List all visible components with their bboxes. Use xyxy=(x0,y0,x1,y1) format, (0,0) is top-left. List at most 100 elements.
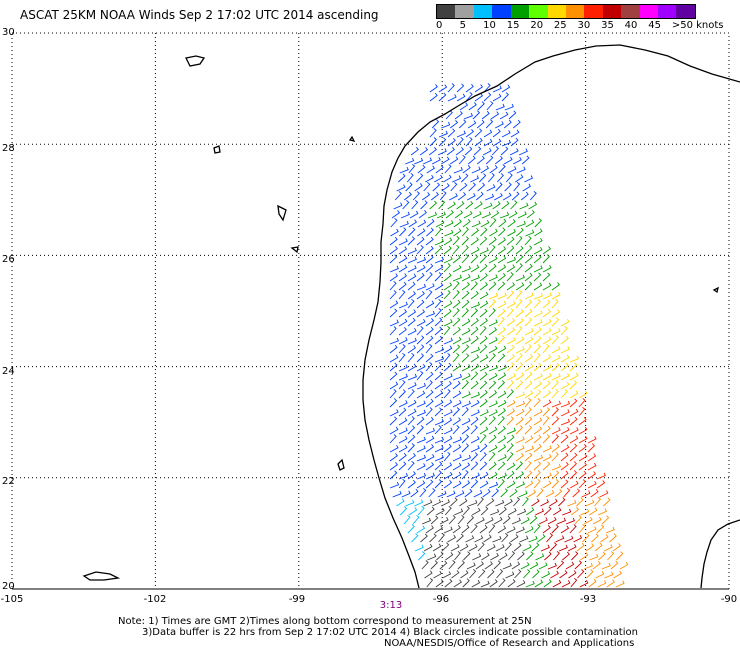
wind-barb xyxy=(578,435,588,444)
wind-barb xyxy=(467,120,477,129)
wind-barb xyxy=(399,220,409,228)
wind-speed-colorbar xyxy=(436,4,696,19)
wind-barb xyxy=(477,542,485,552)
wind-barb xyxy=(478,173,487,183)
wind-barb xyxy=(418,551,426,561)
wind-barb xyxy=(425,236,434,246)
wind-barb xyxy=(543,506,552,516)
wind-barb xyxy=(517,211,527,219)
wind-barb xyxy=(452,417,462,426)
wind-barb xyxy=(425,318,434,327)
wind-barb xyxy=(588,578,597,588)
wind-barb xyxy=(410,147,419,156)
wind-barb xyxy=(462,226,469,237)
wind-barb xyxy=(524,371,533,381)
wind-barb xyxy=(497,416,505,426)
wind-barb xyxy=(529,191,537,201)
wind-barb xyxy=(522,544,532,552)
wind-barb xyxy=(416,326,424,336)
wind-barb xyxy=(518,148,528,156)
wind-barb xyxy=(551,282,560,291)
wind-barb xyxy=(389,246,398,255)
wind-barb xyxy=(389,354,399,363)
wind-barb xyxy=(509,148,519,156)
wind-barb xyxy=(488,372,498,381)
colorbar-swatch xyxy=(565,5,585,18)
wind-barb xyxy=(419,147,429,156)
wind-barb xyxy=(416,283,426,291)
wind-barb xyxy=(555,535,565,543)
wind-barb xyxy=(425,416,434,426)
wind-barb xyxy=(425,335,434,345)
wind-barb xyxy=(441,542,450,552)
wind-barb xyxy=(453,166,463,174)
wind-barb xyxy=(479,433,487,444)
wind-barb xyxy=(479,426,489,435)
wind-barb xyxy=(443,480,453,489)
wind-barb xyxy=(473,490,483,498)
wind-barb xyxy=(569,480,579,489)
wind-barb xyxy=(465,92,473,102)
wind-barb xyxy=(407,337,417,345)
wind-barb xyxy=(402,200,410,210)
wind-barb xyxy=(479,461,488,471)
wind-barb xyxy=(569,355,579,363)
wind-barb xyxy=(416,256,426,264)
wind-barb xyxy=(398,452,407,462)
wind-barb xyxy=(480,165,490,174)
wind-barb xyxy=(488,409,498,417)
wind-barb xyxy=(570,577,578,588)
wind-barb xyxy=(416,525,426,534)
wind-barb xyxy=(462,165,471,174)
wind-barb xyxy=(502,515,511,525)
wind-barb xyxy=(488,390,498,399)
wind-barb xyxy=(452,336,462,345)
wind-barb xyxy=(389,470,398,480)
wind-barb xyxy=(542,415,550,426)
wind-barb xyxy=(483,92,492,102)
wind-barb xyxy=(452,525,461,534)
wind-barb xyxy=(488,308,496,318)
wind-barb xyxy=(556,560,565,570)
wind-barb xyxy=(489,579,498,588)
wind-barb xyxy=(461,254,469,264)
wind-barb xyxy=(392,490,402,498)
wind-barb xyxy=(447,201,456,210)
wind-barb xyxy=(610,560,619,570)
wind-barb xyxy=(397,173,406,183)
wind-barb xyxy=(443,319,453,327)
wind-barb xyxy=(497,300,507,309)
wind-barb xyxy=(425,310,435,318)
wind-barb xyxy=(542,327,552,336)
wind-barb xyxy=(587,480,597,489)
wind-barb xyxy=(461,353,470,363)
wind-barb xyxy=(458,154,466,165)
wind-barb xyxy=(535,508,545,516)
reef-3 xyxy=(712,286,719,294)
wind-barb xyxy=(438,532,445,543)
wind-barb xyxy=(515,461,523,471)
wind-barb xyxy=(497,327,506,336)
wind-barb xyxy=(527,489,537,498)
wind-barb xyxy=(444,164,452,174)
wind-barb xyxy=(488,353,496,363)
wind-barb xyxy=(470,346,480,354)
wind-barb xyxy=(463,551,471,561)
wind-barb xyxy=(578,398,586,408)
wind-barb xyxy=(461,454,471,462)
lat-label: 20 xyxy=(2,581,15,592)
wind-barb xyxy=(533,335,542,345)
wind-barb xyxy=(456,533,464,543)
wind-barb xyxy=(452,254,461,264)
wind-barb xyxy=(398,337,408,345)
wind-barb xyxy=(453,228,462,237)
wind-barb xyxy=(443,381,452,390)
wind-barb xyxy=(429,200,438,210)
wind-barb xyxy=(516,166,526,174)
wind-barb xyxy=(415,173,424,183)
wind-barb xyxy=(587,462,597,471)
wind-barb xyxy=(434,317,443,327)
wind-barb xyxy=(498,164,506,174)
wind-barb xyxy=(533,417,543,426)
wind-barb xyxy=(446,490,456,498)
